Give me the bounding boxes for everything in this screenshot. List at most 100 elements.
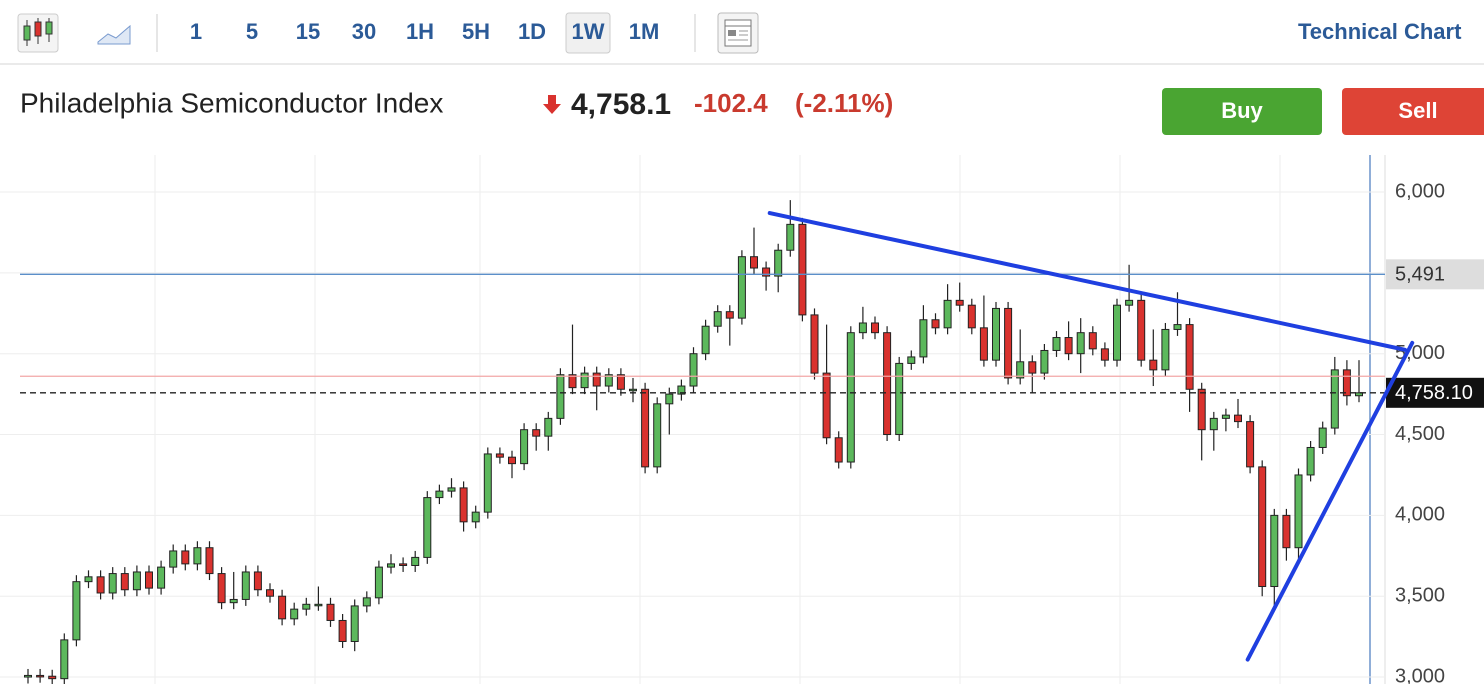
candle-body (84, 576, 93, 583)
candle-body (907, 356, 916, 364)
candle-body (1100, 348, 1109, 361)
candle-body (858, 322, 867, 334)
candle-body (1149, 359, 1158, 371)
candle-body (483, 453, 492, 513)
interval-button[interactable]: 30 (352, 19, 376, 44)
candle-body (374, 566, 383, 599)
candle-body (229, 598, 238, 604)
candle-body (822, 372, 831, 439)
candle-body (1113, 304, 1121, 361)
interval-button[interactable]: 5H (462, 19, 490, 44)
candle-body (1076, 332, 1085, 355)
candle-body (592, 372, 601, 387)
candle-body (774, 249, 783, 277)
price-change: -102.4 (694, 88, 768, 118)
y-tick-label: 4,500 (1395, 423, 1445, 445)
candle-body (387, 563, 395, 568)
candle-body (580, 372, 589, 389)
candle-body (471, 511, 480, 523)
interval-button[interactable]: 1D (518, 19, 546, 44)
y-tick-label: 5,000 (1395, 342, 1445, 364)
candle-body (1270, 514, 1279, 588)
candle-body (955, 299, 964, 306)
candle-body (713, 311, 722, 327)
candle-body (1318, 427, 1327, 448)
y-tick-label: 6,000 (1395, 180, 1445, 202)
price-tag (1386, 377, 1484, 408)
candle-body (1246, 421, 1255, 468)
candle-body (883, 332, 892, 436)
candle-body (266, 589, 274, 597)
candle-body (810, 314, 819, 374)
candle-body (604, 374, 613, 387)
candle-body (967, 304, 976, 329)
candle-body (556, 374, 565, 419)
buy-button[interactable]: Buy (1162, 88, 1322, 135)
candle-body (459, 487, 468, 523)
trendline (767, 211, 1407, 352)
candle-body (1173, 324, 1182, 330)
candle-body (762, 267, 771, 277)
candle-body (1306, 446, 1315, 476)
candle-body (834, 437, 843, 463)
price-change-pct: (-2.11%) (795, 88, 893, 118)
candle-body (302, 603, 311, 610)
candle-body (145, 571, 153, 589)
candle-body (1125, 299, 1134, 306)
interval-button[interactable]: 1M (629, 19, 660, 44)
technical-chart-link[interactable]: Technical Chart (1298, 19, 1462, 44)
last-price: 4,758.1 (571, 88, 671, 121)
candle-body (60, 639, 69, 680)
candle-body (72, 581, 81, 641)
candle-body (278, 595, 287, 620)
candle-body (520, 429, 529, 465)
candle-body (786, 223, 795, 251)
candle-body (399, 563, 408, 566)
candle-body (568, 374, 577, 389)
candle-body (350, 605, 359, 642)
y-tick-label: 3,500 (1395, 584, 1445, 606)
price-tag (1386, 259, 1484, 290)
candle-body (290, 608, 299, 620)
sell-button[interactable]: Sell (1342, 88, 1484, 135)
candle-body (338, 619, 347, 642)
candle-body (1052, 337, 1061, 351)
interval-button[interactable]: 15 (296, 19, 320, 44)
candle-icon[interactable] (17, 13, 59, 53)
price-tag-label: 5,491 (1395, 264, 1445, 286)
y-tick-label: 4,000 (1395, 504, 1445, 526)
candle-body (1342, 369, 1351, 397)
candle-body (931, 319, 940, 329)
candle-body (217, 573, 226, 604)
interval-button[interactable]: 1H (406, 19, 434, 44)
sell-label: Sell (1398, 98, 1437, 123)
interval-button[interactable]: 1 (190, 19, 202, 44)
candle-body (495, 453, 504, 458)
candle-body (1040, 349, 1049, 374)
candle-body (1209, 417, 1218, 431)
candle-body (423, 497, 432, 558)
candle-body (641, 388, 650, 468)
candle-body (677, 385, 686, 395)
candle-body (689, 353, 698, 387)
candle-body (725, 311, 734, 319)
candle-body (665, 393, 674, 405)
trendline (1245, 340, 1415, 662)
candle-body (1234, 414, 1242, 423)
line-icon[interactable] (97, 24, 131, 45)
interval-button[interactable]: 5 (246, 19, 258, 44)
candle-body (193, 547, 202, 565)
candle-body (36, 674, 45, 678)
candle-body (871, 322, 879, 334)
candle-body (919, 319, 928, 358)
layout-icon[interactable] (717, 12, 759, 54)
candle-body (737, 256, 746, 319)
interval-button[interactable]: 1W (572, 19, 605, 44)
candle-body (508, 456, 516, 465)
candle-body (24, 674, 32, 678)
candle-body (544, 417, 553, 437)
candle-body (48, 675, 57, 680)
candle-body (701, 325, 710, 355)
candle-body (108, 573, 117, 594)
